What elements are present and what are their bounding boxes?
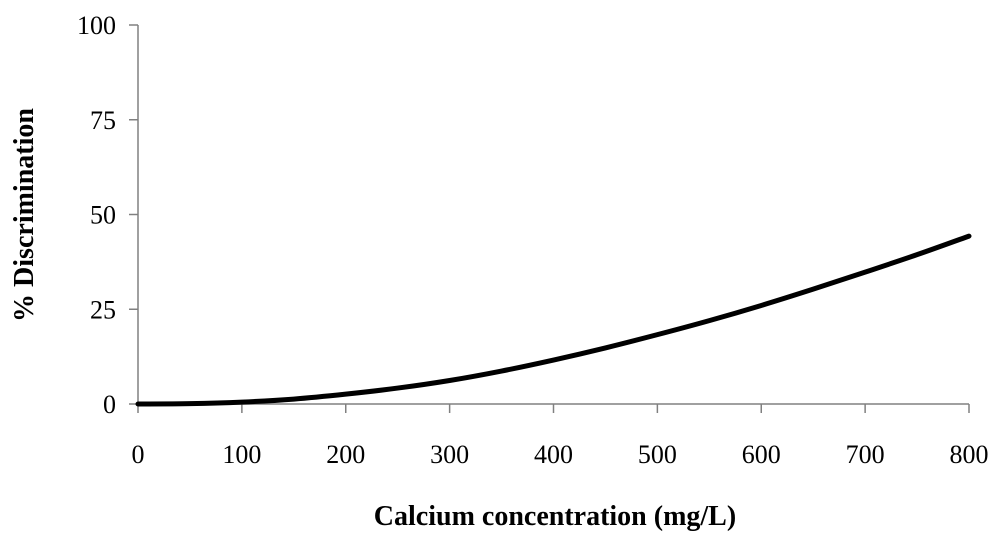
y-axis-label: % Discrimination <box>9 108 40 322</box>
x-tick-label: 100 <box>222 440 261 469</box>
y-ticks: 0 25 50 75 100 <box>77 11 138 419</box>
x-tick-label: 600 <box>742 440 781 469</box>
x-tick-label: 400 <box>534 440 573 469</box>
x-tick-label: 200 <box>326 440 365 469</box>
x-tick-label: 0 <box>132 440 145 469</box>
x-tick-label: 500 <box>638 440 677 469</box>
x-axis-label: Calcium concentration (mg/L) <box>374 501 736 532</box>
series-group <box>135 233 972 407</box>
y-tick-label: 100 <box>77 11 116 40</box>
axes <box>137 25 969 405</box>
series-line-1 <box>135 233 972 407</box>
x-ticks: 0 100 200 300 400 500 600 700 800 <box>132 404 989 469</box>
x-tick-label: 700 <box>846 440 885 469</box>
y-tick-label: 25 <box>90 295 116 324</box>
y-tick-label: 50 <box>90 201 116 230</box>
y-tick-label: 0 <box>103 390 116 419</box>
x-tick-label: 800 <box>950 440 989 469</box>
x-tick-label: 300 <box>430 440 469 469</box>
y-tick-label: 75 <box>90 106 116 135</box>
